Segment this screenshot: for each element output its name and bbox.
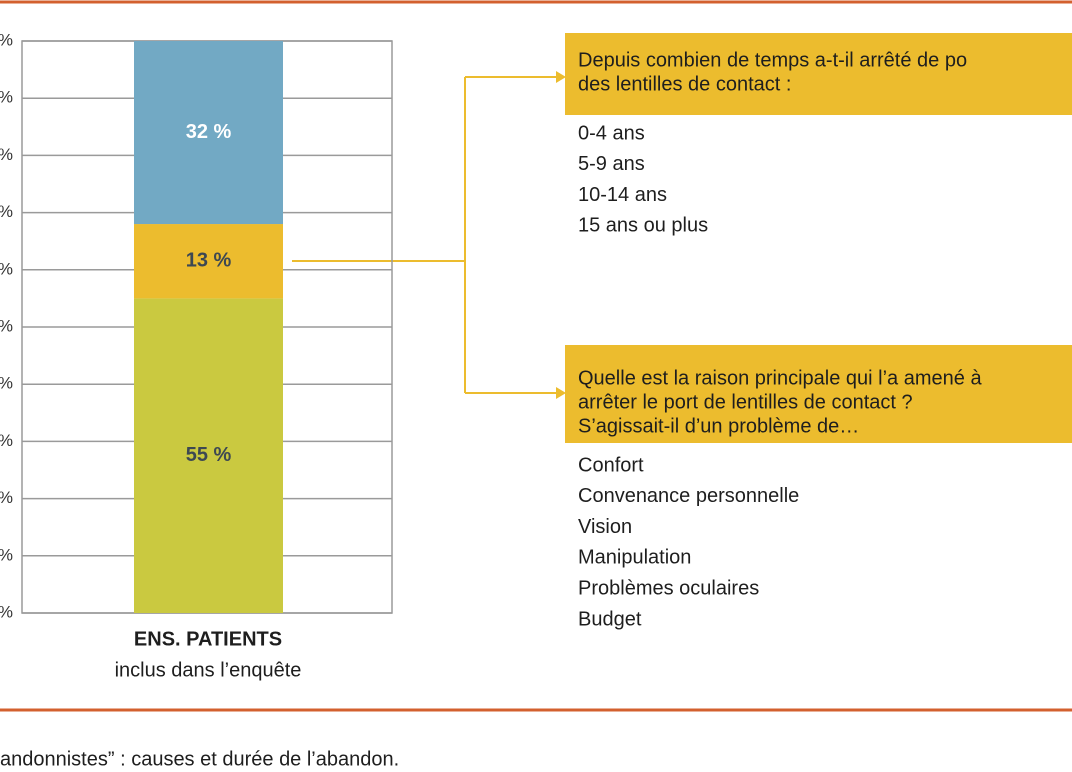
question-title: arrêter le port de lentilles de contact … bbox=[578, 391, 913, 413]
y-tick-label: % bbox=[0, 30, 13, 49]
y-tick-label: % bbox=[0, 431, 13, 450]
question-box bbox=[565, 33, 1072, 115]
option: Vision bbox=[578, 516, 632, 538]
option: Problèmes oculaires bbox=[578, 577, 759, 599]
question-title: S’agissait-il d’un problème de… bbox=[578, 415, 859, 437]
question-title: Quelle est la raison principale qui l’a … bbox=[578, 367, 982, 389]
value-label: 32 % bbox=[186, 121, 232, 143]
option: 5-9 ans bbox=[578, 153, 645, 175]
option: Convenance personnelle bbox=[578, 485, 799, 507]
option: Manipulation bbox=[578, 547, 691, 569]
category-label: ENS. PATIENTS bbox=[134, 628, 282, 650]
y-tick-label: % bbox=[0, 316, 13, 335]
y-tick-label: % bbox=[0, 488, 13, 507]
bar-segment bbox=[134, 224, 283, 299]
y-tick-label: % bbox=[0, 374, 13, 393]
option: 15 ans ou plus bbox=[578, 215, 708, 237]
arrow-head bbox=[556, 387, 566, 399]
y-tick-label: % bbox=[0, 602, 13, 621]
y-tick-label: % bbox=[0, 259, 13, 278]
y-tick-label: % bbox=[0, 145, 13, 164]
option: Confort bbox=[578, 454, 644, 476]
y-tick-label: % bbox=[0, 202, 13, 221]
option: Budget bbox=[578, 608, 642, 630]
option: 10-14 ans bbox=[578, 184, 667, 206]
y-tick-label: % bbox=[0, 545, 13, 564]
option: 0-4 ans bbox=[578, 122, 645, 144]
y-tick-label: % bbox=[0, 88, 13, 107]
connectors bbox=[292, 71, 566, 399]
bar-segment bbox=[134, 41, 283, 225]
arrow-head bbox=[556, 71, 566, 83]
question-box bbox=[565, 345, 1072, 443]
category-sublabel: inclus dans l’enquête bbox=[115, 659, 302, 681]
caption: andonnistes” : causes et durée de l’aban… bbox=[0, 748, 399, 770]
question-title: Depuis combien de temps a-t-il arrêté de… bbox=[578, 49, 967, 71]
value-label: 55 % bbox=[186, 444, 232, 466]
question-title: des lentilles de contact : bbox=[578, 73, 791, 95]
bar-segment bbox=[134, 298, 283, 613]
value-label: 13 % bbox=[186, 250, 232, 272]
